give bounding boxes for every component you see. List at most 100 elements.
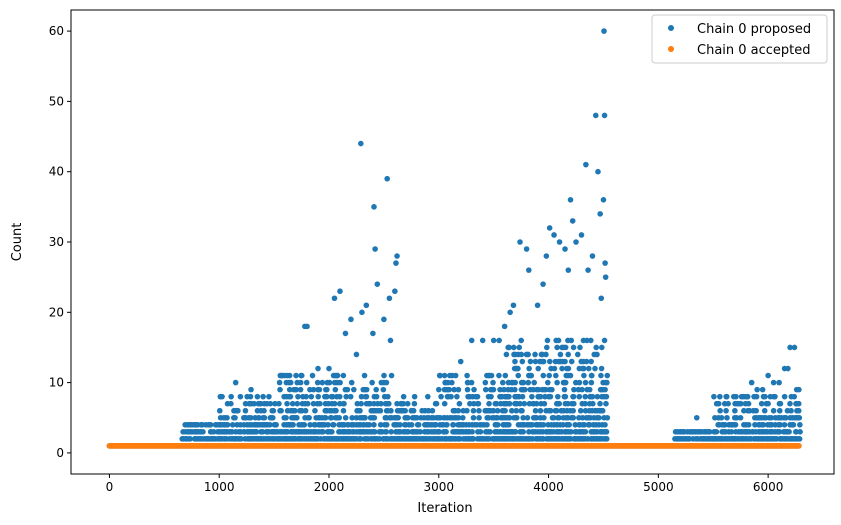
proposed-point xyxy=(342,414,349,421)
proposed-point xyxy=(408,421,415,428)
proposed-point xyxy=(553,407,560,414)
proposed-outlier-point xyxy=(363,302,370,309)
proposed-outlier-point xyxy=(546,225,553,231)
proposed-point xyxy=(228,393,234,400)
proposed-point xyxy=(776,429,783,435)
proposed-point xyxy=(385,393,391,400)
proposed-point xyxy=(554,344,560,351)
proposed-point xyxy=(310,386,317,393)
proposed-outlier-point xyxy=(446,372,453,379)
proposed-outlier-point xyxy=(510,302,517,309)
proposed-point xyxy=(373,386,380,393)
y-tick-label: 10 xyxy=(49,376,64,390)
proposed-point xyxy=(326,379,333,386)
proposed-point xyxy=(269,414,276,421)
proposed-point xyxy=(341,400,347,407)
proposed-point xyxy=(267,421,273,428)
proposed-point xyxy=(546,372,553,379)
proposed-point xyxy=(508,407,515,414)
proposed-point xyxy=(589,393,596,400)
proposed-point xyxy=(570,407,576,414)
proposed-point xyxy=(229,421,236,428)
proposed-point xyxy=(314,379,321,386)
proposed-point xyxy=(568,358,575,365)
proposed-point xyxy=(328,414,335,421)
proposed-outlier-point xyxy=(392,288,398,295)
proposed-point xyxy=(532,358,539,365)
proposed-point xyxy=(475,400,482,407)
proposed-point xyxy=(451,386,457,393)
proposed-point xyxy=(322,414,329,421)
proposed-point xyxy=(429,407,436,414)
proposed-outlier-point xyxy=(765,372,771,379)
proposed-point xyxy=(297,379,304,386)
proposed-point xyxy=(331,400,338,407)
proposed-point xyxy=(261,414,268,421)
proposed-outlier-point xyxy=(381,316,387,323)
proposed-point xyxy=(336,414,343,421)
proposed-point xyxy=(330,421,337,428)
proposed-point xyxy=(267,400,274,407)
proposed-point xyxy=(527,358,534,365)
proposed-point xyxy=(455,407,462,414)
proposed-outlier-point xyxy=(595,168,601,175)
proposed-outlier-point xyxy=(602,260,608,266)
proposed-point xyxy=(541,414,547,421)
proposed-point xyxy=(363,393,370,400)
proposed-point xyxy=(543,351,549,358)
proposed-outlier-point xyxy=(517,239,523,245)
proposed-point xyxy=(417,429,424,435)
proposed-point xyxy=(449,379,455,386)
proposed-point xyxy=(604,414,611,421)
proposed-point xyxy=(579,386,585,393)
proposed-point xyxy=(544,379,551,386)
proposed-point xyxy=(402,407,408,414)
proposed-point xyxy=(494,414,501,421)
proposed-point xyxy=(237,393,244,400)
proposed-point xyxy=(781,393,788,400)
proposed-outlier-point xyxy=(601,28,607,34)
proposed-point xyxy=(537,393,544,400)
proposed-point xyxy=(520,414,527,421)
proposed-point xyxy=(787,400,793,407)
proposed-point xyxy=(525,379,532,386)
proposed-point xyxy=(211,429,217,435)
proposed-point xyxy=(334,372,341,379)
proposed-point xyxy=(251,400,257,407)
proposed-point xyxy=(470,414,477,421)
proposed-point xyxy=(224,421,231,428)
proposed-outlier-point xyxy=(185,429,192,435)
proposed-point xyxy=(512,379,518,386)
proposed-point xyxy=(482,379,489,386)
x-tick-label: 3000 xyxy=(424,480,455,494)
legend-marker-accepted xyxy=(668,46,674,52)
proposed-point xyxy=(441,400,448,407)
proposed-point xyxy=(571,386,577,393)
proposed-outlier-point xyxy=(715,400,722,407)
proposed-point xyxy=(522,386,528,393)
proposed-point xyxy=(464,386,471,393)
x-tick-label: 6000 xyxy=(753,480,784,494)
proposed-outlier-point xyxy=(754,386,760,393)
proposed-point xyxy=(532,351,538,358)
proposed-point xyxy=(576,393,583,400)
proposed-point xyxy=(551,365,558,372)
proposed-point xyxy=(506,414,513,421)
proposed-point xyxy=(782,414,789,421)
proposed-point xyxy=(790,421,797,428)
proposed-point xyxy=(381,372,387,379)
proposed-point xyxy=(272,400,278,407)
proposed-outlier-point xyxy=(534,302,541,309)
proposed-point xyxy=(388,372,395,379)
proposed-point xyxy=(520,429,527,435)
proposed-point xyxy=(772,393,778,400)
proposed-point xyxy=(568,429,574,435)
proposed-point xyxy=(770,407,777,414)
proposed-point xyxy=(369,379,375,386)
proposed-point xyxy=(544,337,551,344)
proposed-outlier-point xyxy=(315,365,321,372)
proposed-point xyxy=(254,393,261,400)
proposed-point xyxy=(582,379,589,386)
proposed-outlier-point xyxy=(386,295,393,302)
